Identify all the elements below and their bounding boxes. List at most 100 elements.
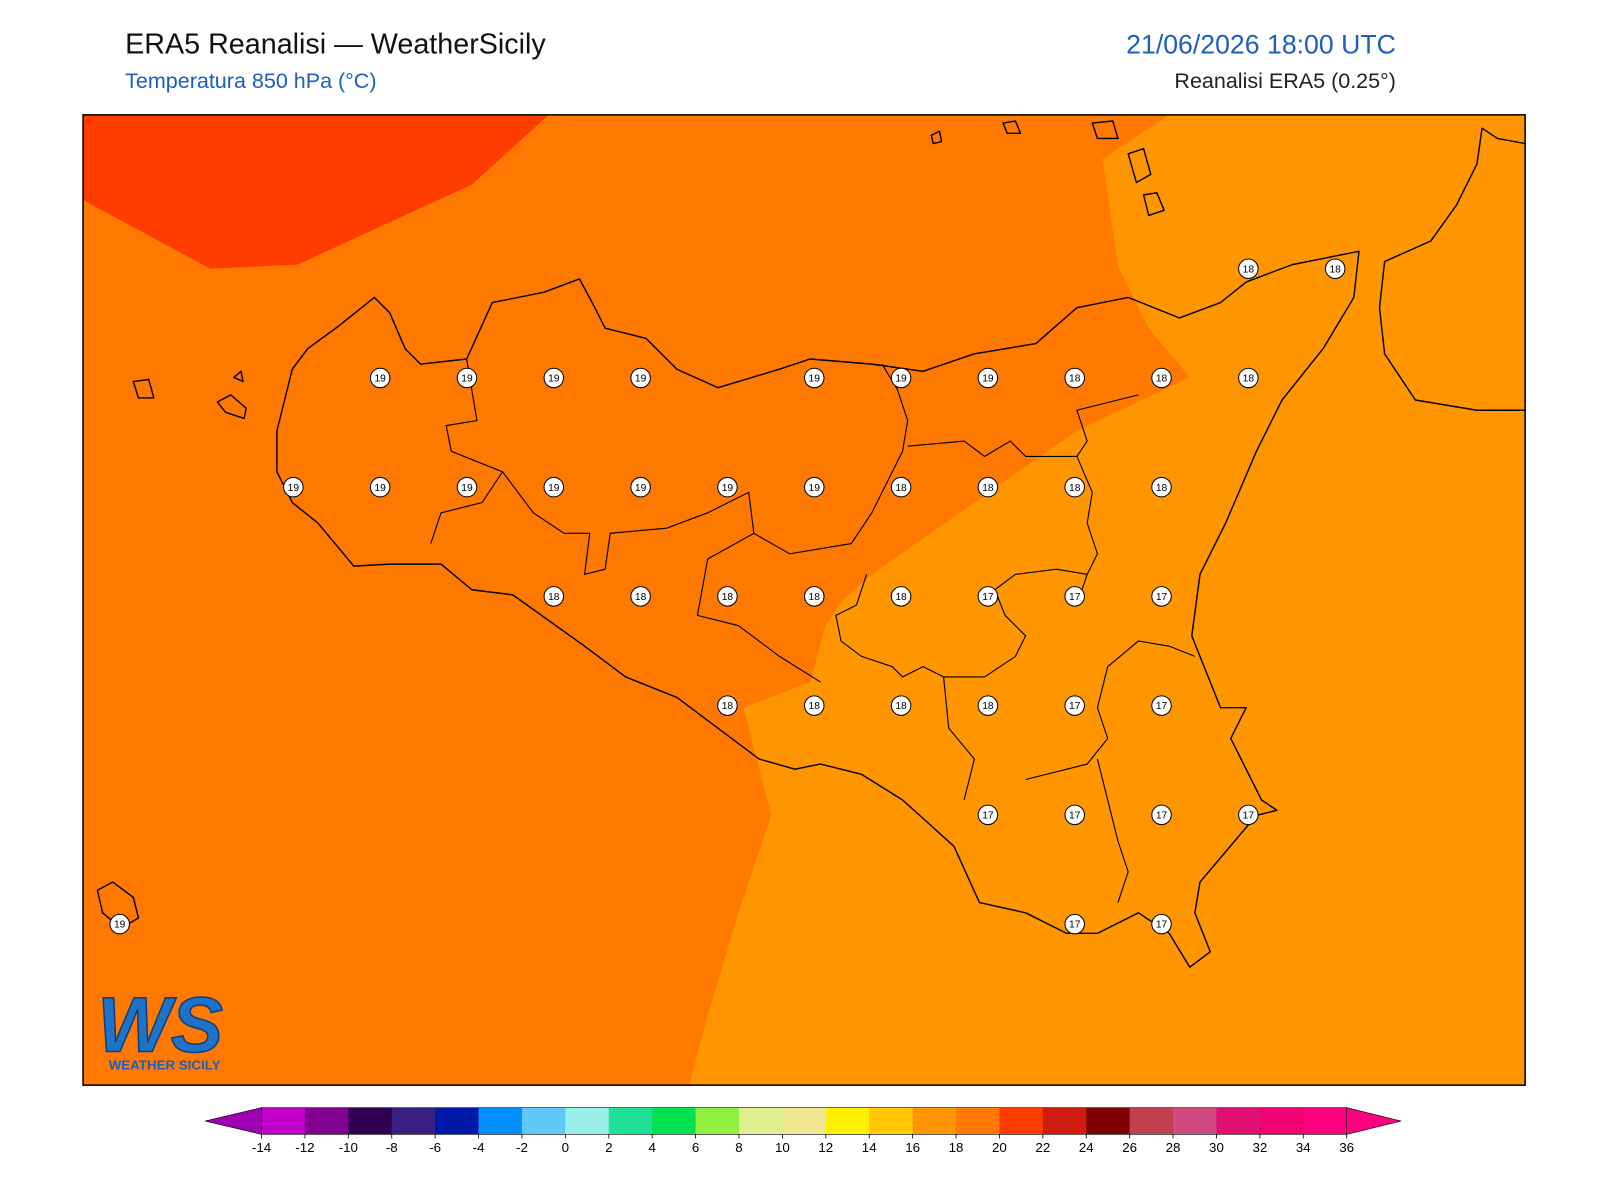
station-marker: [109, 913, 130, 935]
map-area: [83, 114, 1526, 1086]
station-value: 18: [1069, 483, 1081, 494]
station-value: 18: [1243, 264, 1255, 275]
station-value: 17: [982, 592, 994, 603]
station-value: 19: [114, 920, 126, 931]
islands: [96, 120, 1165, 929]
colorbar-tick-label: 2: [605, 1140, 612, 1155]
colorbar-tick-label: -8: [386, 1140, 398, 1155]
colorbar-bin: [1259, 1107, 1304, 1135]
colorbar-tick-label: 4: [648, 1140, 656, 1155]
station-marker: [717, 586, 738, 607]
colorbar-tick-label: 6: [692, 1140, 699, 1155]
station-value: 17: [1156, 810, 1168, 821]
station-marker: [1064, 586, 1085, 607]
colorbar-tick-label: 16: [905, 1140, 920, 1155]
station-marker: [369, 476, 391, 498]
colorbar-tick-label: 18: [949, 1140, 964, 1155]
colorbar-bin: [869, 1107, 914, 1135]
station-marker: [890, 695, 912, 716]
station-marker: [977, 804, 999, 826]
station-marker: [543, 476, 565, 498]
station-marker: [1324, 258, 1346, 279]
station-value: 18: [1156, 374, 1168, 385]
station-marker: [890, 367, 912, 389]
station-value: 17: [1156, 701, 1168, 712]
station-value: 19: [635, 483, 647, 494]
station-marker: [804, 476, 825, 498]
colorbar-tick-label: 12: [818, 1140, 833, 1155]
station-value: 17: [1069, 701, 1081, 712]
subtitle: Temperatura 850 hPa (°C): [125, 69, 376, 93]
station-marker: [630, 586, 651, 607]
colorbar-tick-label: -6: [429, 1140, 441, 1155]
station-value: 19: [288, 483, 300, 494]
source: Reanalisi ERA5 (0.25°): [1174, 69, 1395, 93]
colorbar-tick-label: -12: [295, 1140, 314, 1155]
colorbar-bin: [1129, 1107, 1174, 1135]
station-value: 17: [1069, 592, 1081, 603]
logo-mark: WS: [97, 980, 223, 1068]
station-marker: [1238, 804, 1259, 826]
station-marker: [977, 367, 999, 389]
colorbar-bin: [1303, 1107, 1348, 1135]
station-value: 18: [982, 483, 994, 494]
colorbar-bin: [1042, 1107, 1087, 1135]
colorbar-over: [1346, 1107, 1402, 1135]
station-value: 18: [809, 592, 821, 603]
colorbar-bin: [304, 1107, 349, 1135]
colorbar-bin: [435, 1107, 480, 1135]
station-value: 19: [895, 374, 907, 385]
station-marker: [1151, 476, 1172, 498]
station-value: 18: [1243, 374, 1255, 385]
colorbar-bin: [1086, 1107, 1131, 1135]
colorbar-tick-label: 10: [775, 1140, 790, 1155]
colorbar-bin: [782, 1107, 827, 1135]
station-marker: [1238, 258, 1259, 279]
station-value: 18: [1329, 264, 1341, 275]
colorbar-tick-label: 30: [1209, 1140, 1224, 1155]
colorbar-tick-label: -10: [339, 1140, 358, 1155]
colorbar-bin: [478, 1107, 523, 1135]
station-value: 17: [1069, 810, 1081, 821]
colorbar-bin: [391, 1107, 436, 1135]
station-marker: [804, 586, 825, 607]
station-value: 17: [982, 810, 994, 821]
station-marker: [543, 367, 565, 389]
colorbar-tick-label: 0: [562, 1140, 569, 1155]
station-marker: [630, 367, 651, 389]
colorbar-bin: [999, 1107, 1044, 1135]
colorbar-tick-label: 8: [735, 1140, 742, 1155]
date: 21/06/2026 18:00 UTC: [1126, 29, 1396, 59]
map-frame: [82, 114, 1526, 1086]
station-value: 17: [1243, 810, 1255, 821]
station-marker: [890, 476, 912, 498]
station-values: 18 18 19 19 19 19 19 19 19 18 18 18 19 19 19 19 19 19 19 18…: [109, 258, 1346, 935]
calabria-coast: [1378, 127, 1526, 411]
colorbar-tick-label: -2: [516, 1140, 528, 1155]
colorbar-bin: [521, 1107, 566, 1135]
colorbar-bin: [825, 1107, 870, 1135]
colorbar-bin: [608, 1107, 653, 1135]
logo: WS WEATHER SICILY: [97, 980, 224, 1073]
station-value: 19: [722, 483, 734, 494]
station-marker: [804, 367, 825, 389]
station-marker: [717, 695, 738, 716]
station-value: 19: [548, 483, 560, 494]
station-marker: [977, 476, 999, 498]
sicily-coast: [276, 250, 1360, 968]
station-marker: [1064, 913, 1085, 935]
station-marker: [890, 586, 912, 607]
station-marker: [804, 695, 825, 716]
station-value: 19: [461, 483, 473, 494]
colorbar-tick-label: 20: [992, 1140, 1007, 1155]
colorbar-bin: [1216, 1107, 1261, 1135]
colorbar-bin: [348, 1107, 393, 1135]
station-value: 19: [374, 483, 386, 494]
station-value: 19: [548, 374, 560, 385]
station-marker: [1151, 913, 1172, 935]
colorbar: -14 -12 -10 -8 -6 -4 -2 0 2 4 6 8 10 12 14 16 18 20 22 24 26…: [205, 1107, 1402, 1155]
station-value: 18: [722, 592, 734, 603]
station-marker: [1064, 695, 1085, 716]
colorbar-tick-label: 32: [1252, 1140, 1267, 1155]
